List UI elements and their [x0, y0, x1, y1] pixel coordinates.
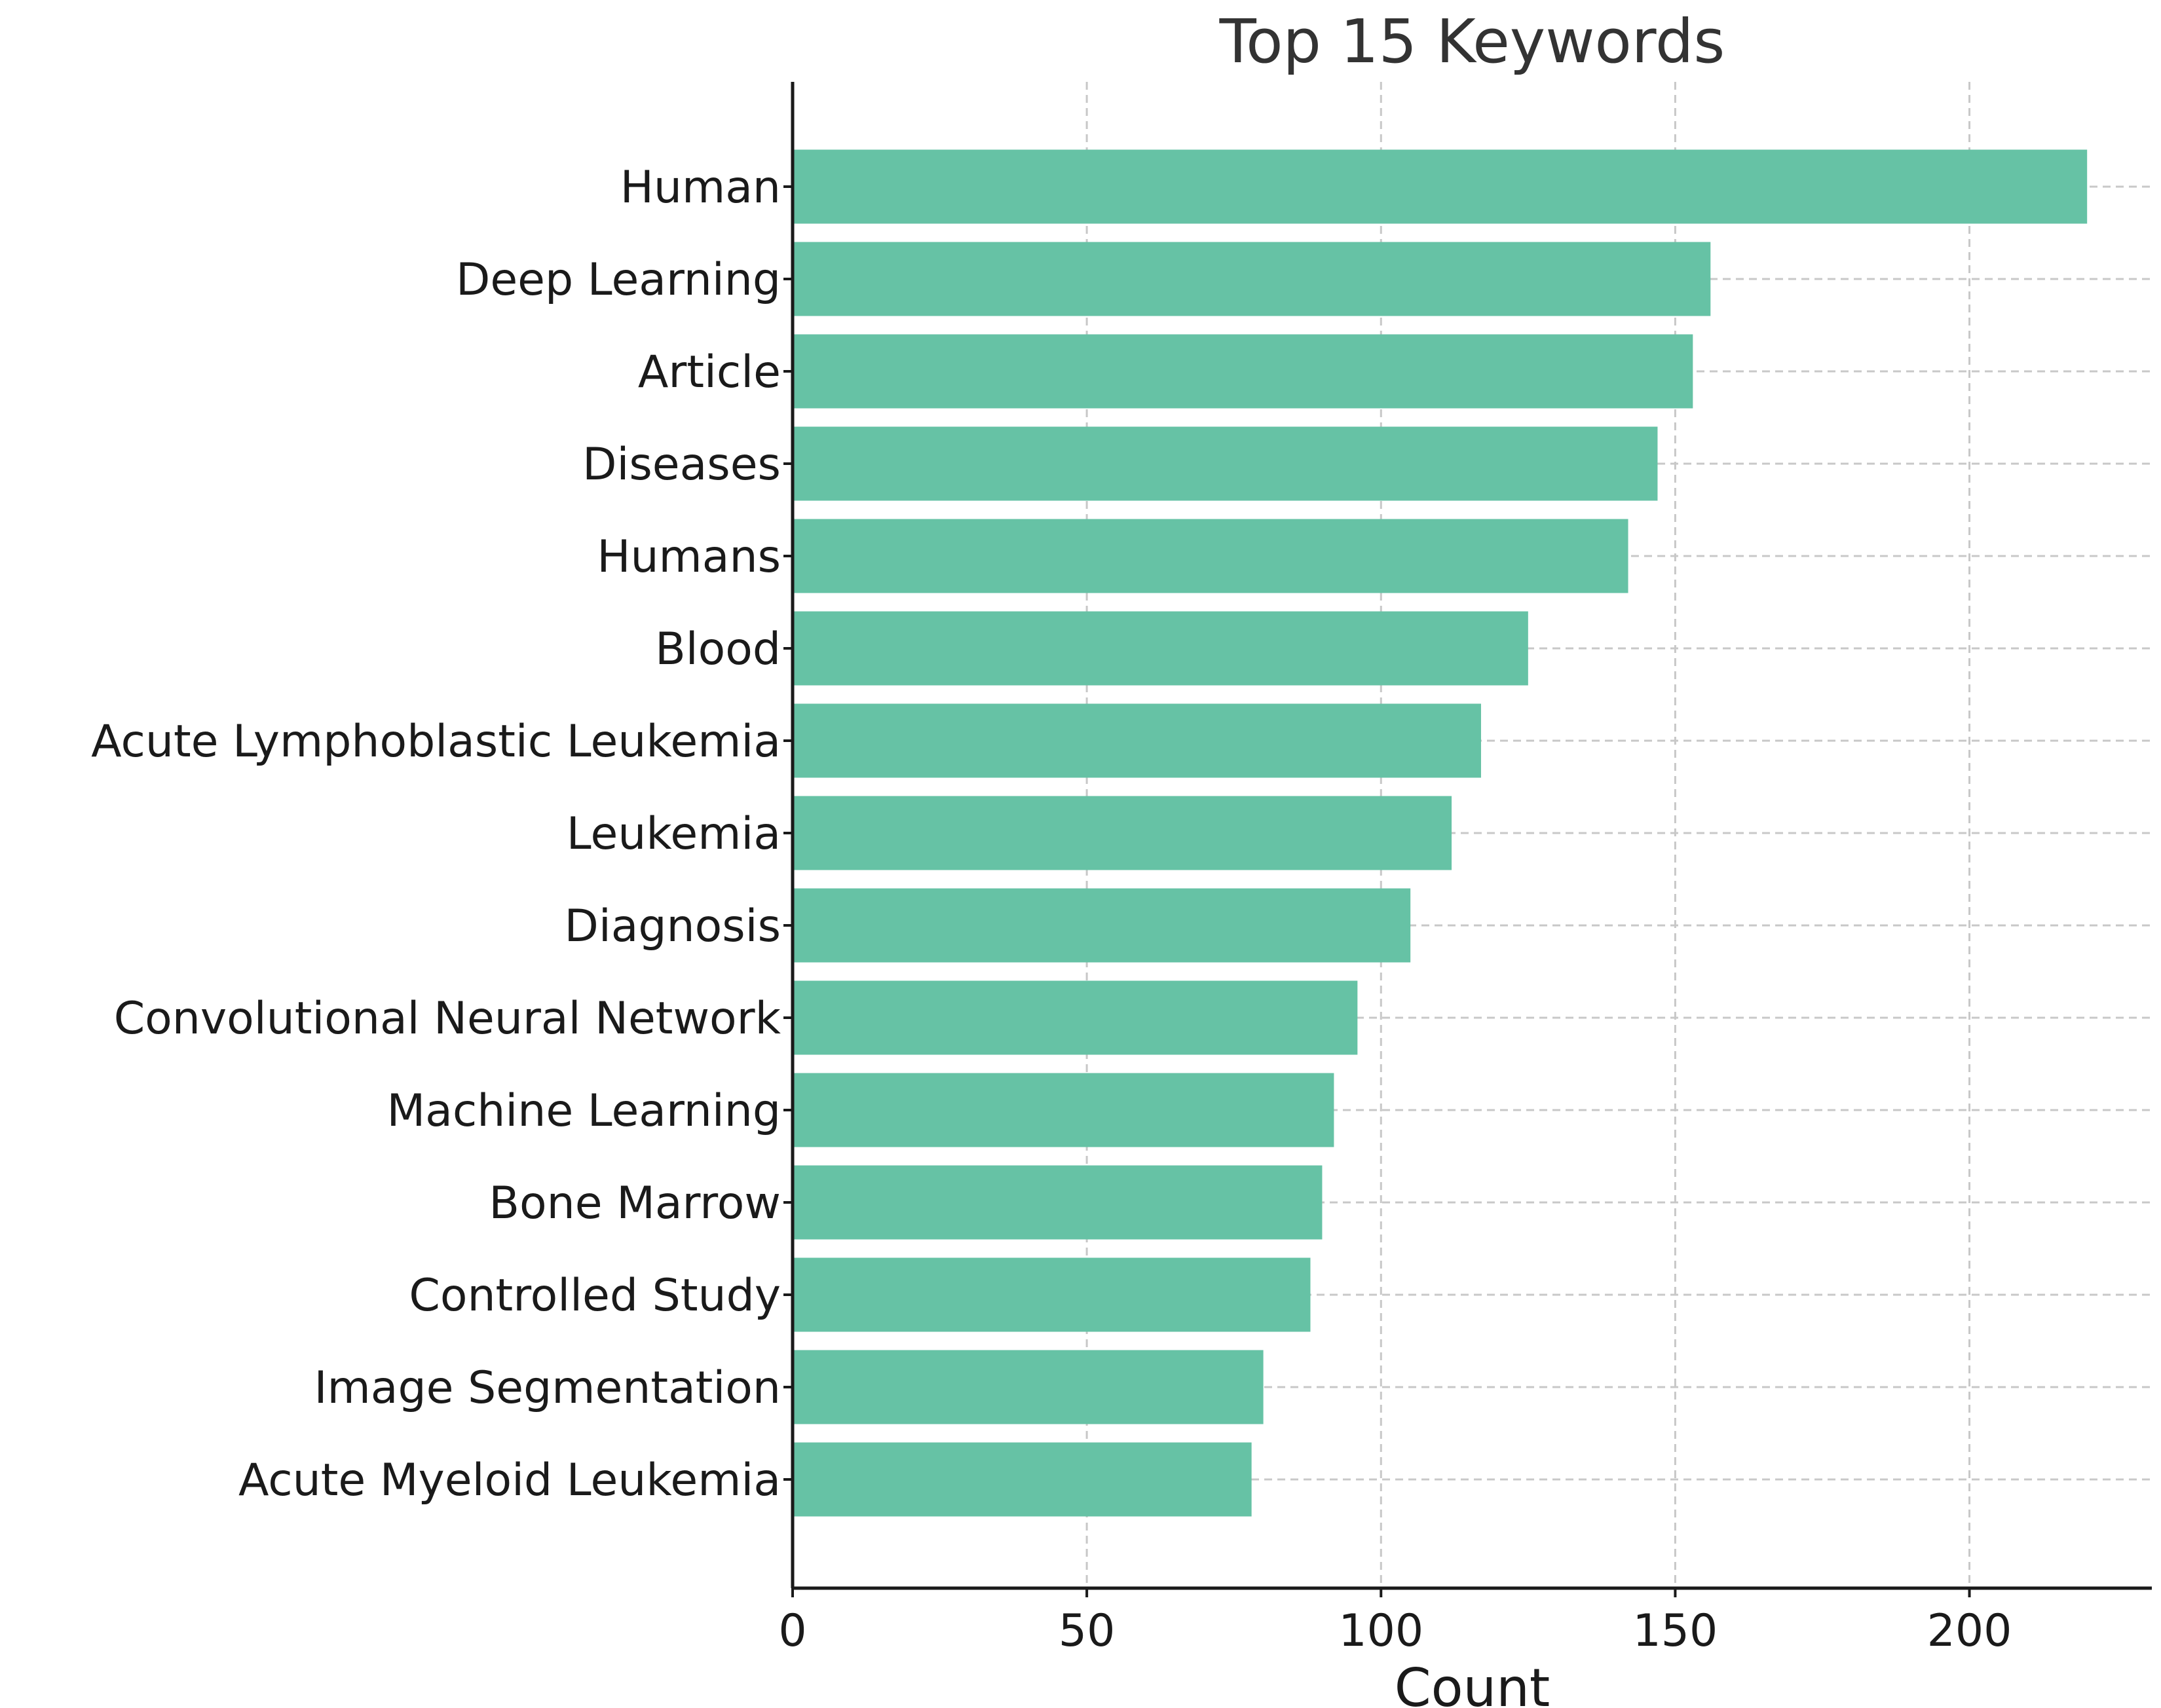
bar-deep-learning: [793, 242, 1711, 316]
x-tick-label-200: 200: [1927, 1605, 2012, 1657]
category-label-acute-lymphoblastic-leukemia: Acute Lymphoblastic Leukemia: [91, 716, 781, 768]
category-label-controlled-study: Controlled Study: [409, 1270, 781, 1322]
bar-acute-lymphoblastic-leukemia: [793, 703, 1481, 778]
category-label-article: Article: [638, 346, 781, 398]
x-tick-label-0: 0: [778, 1605, 806, 1657]
bar-convolutional-neural-network: [793, 980, 1358, 1055]
bar-acute-myeloid-leukemia: [793, 1442, 1252, 1517]
category-label-blood: Blood: [655, 623, 781, 675]
x-tick-label-150: 150: [1633, 1605, 1718, 1657]
category-label-convolutional-neural-network: Convolutional Neural Network: [114, 993, 781, 1045]
category-label-deep-learning: Deep Learning: [456, 254, 781, 306]
x-tick-labels: 0 50 100 150 200: [778, 1605, 2012, 1657]
bar-controlled-study: [793, 1257, 1311, 1332]
bar-bone-marrow: [793, 1165, 1323, 1240]
bar-diagnosis: [793, 888, 1411, 963]
category-label-acute-myeloid-leukemia: Acute Myeloid Leukemia: [238, 1455, 781, 1506]
x-tick-label-50: 50: [1059, 1605, 1116, 1657]
bar-image-segmentation: [793, 1350, 1264, 1424]
bars: [793, 149, 2088, 1517]
category-labels: Human Deep Learning Article Diseases Humans B…: [91, 162, 781, 1506]
category-label-human: Human: [620, 162, 781, 214]
bar-article: [793, 334, 1693, 409]
category-label-leukemia: Leukemia: [567, 808, 781, 860]
bar-machine-learning: [793, 1073, 1334, 1147]
category-label-image-segmentation: Image Segmentation: [314, 1362, 781, 1414]
category-label-machine-learning: Machine Learning: [387, 1085, 781, 1137]
bar-human: [793, 149, 2088, 224]
axes: [783, 82, 2152, 1597]
bar-humans: [793, 519, 1628, 593]
x-axis-title: Count: [1395, 1658, 1550, 1708]
bar-blood: [793, 611, 1528, 686]
chart-title: Top 15 Keywords: [1219, 7, 1725, 77]
category-label-diagnosis: Diagnosis: [564, 900, 781, 952]
bar-leukemia: [793, 796, 1452, 870]
x-tick-label-100: 100: [1338, 1605, 1423, 1657]
bar-diseases: [793, 426, 1658, 501]
category-label-bone-marrow: Bone Marrow: [489, 1178, 781, 1229]
category-label-diseases: Diseases: [582, 439, 781, 491]
category-label-humans: Humans: [597, 531, 781, 583]
